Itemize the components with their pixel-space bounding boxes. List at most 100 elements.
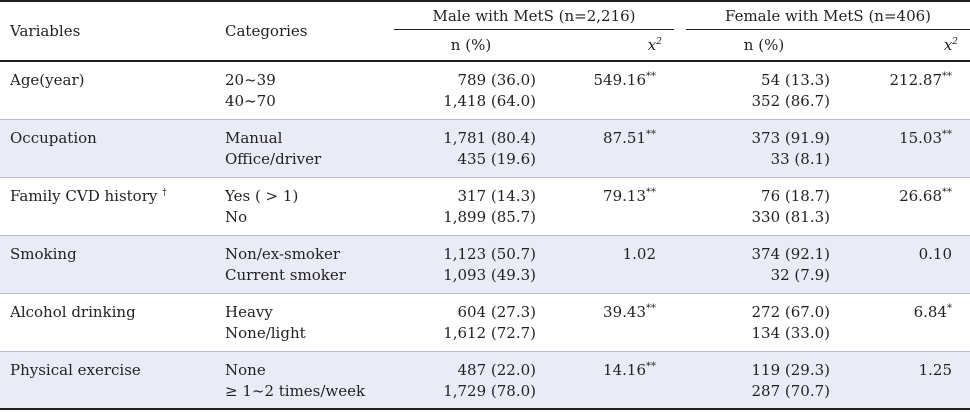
category-label: None	[225, 360, 266, 379]
significance-mark: **	[646, 71, 656, 82]
variable-label: Smoking	[10, 244, 77, 263]
significance-mark: **	[942, 186, 953, 198]
variable-label: Family CVD history	[10, 186, 158, 205]
male-chi-cell: 549.16**	[548, 61, 674, 119]
male-n-value: 789 (36.0)	[457, 71, 536, 89]
table-row: Family CVD history † Yes ( > 1) No 317 (14.…	[0, 176, 970, 235]
spacer-cell	[674, 350, 686, 410]
female-n-value: 33 (8.1)	[770, 149, 830, 168]
female-n-value: 287 (70.7)	[751, 381, 830, 400]
significance-mark: **	[942, 128, 953, 140]
table-row: Alcohol drinking Heavy None/light 604 (27.3…	[0, 292, 970, 351]
female-chi-cell: 6.84*	[842, 292, 970, 351]
spacer-cell	[674, 61, 686, 119]
table-row: Age(year) 20~39 40~70 789 (36.0) 1,418 (64.0…	[0, 61, 970, 119]
female-chi-value: 26.68	[899, 186, 943, 205]
female-n-cell: 373 (91.9) 33 (8.1)	[686, 118, 842, 177]
male-n-value: 604 (27.3)	[457, 302, 536, 321]
female-n-cell: 374 (92.1) 32 (7.9)	[686, 234, 842, 293]
male-chi-value: 79.13	[603, 186, 646, 205]
variable-cell: Physical exercise	[0, 350, 212, 410]
category-label: No	[225, 207, 248, 226]
male-n-cell: 789 (36.0) 1,418 (64.0)	[394, 61, 548, 119]
spacer-cell	[674, 234, 686, 293]
female-n-value: 352 (86.7)	[751, 92, 830, 110]
chi-superscript: 2	[656, 37, 662, 47]
category-label: Office/driver	[225, 149, 322, 168]
category-label: None/light	[225, 323, 306, 342]
female-n-cell: 119 (29.3) 287 (70.7)	[686, 350, 842, 410]
header-female-group: Female with MetS (n=406)	[686, 0, 970, 30]
male-n-cell: 1,123 (50.7) 1,093 (49.3)	[394, 234, 548, 293]
female-chi-value: 212.87	[889, 71, 943, 89]
spacer-cell	[674, 176, 686, 235]
female-chi-cell: 0.10	[842, 234, 970, 293]
category-cell: Manual Office/driver	[212, 118, 394, 177]
table-row: Physical exercise None ≥ 1~2 times/week 487…	[0, 350, 970, 410]
significance-mark: **	[646, 128, 656, 140]
significance-mark: **	[646, 360, 656, 372]
female-n-cell: 76 (18.7) 330 (81.3)	[686, 176, 842, 235]
variable-label: Physical exercise	[10, 360, 141, 379]
variable-cell: Age(year)	[0, 61, 212, 119]
significance-mark: **	[942, 71, 953, 82]
male-chi-value: 39.43	[603, 302, 646, 321]
male-n-cell: 604 (27.3) 1,612 (72.7)	[394, 292, 548, 351]
male-n-value: 1,729 (78.0)	[443, 381, 536, 400]
category-label: Current smoker	[225, 265, 346, 284]
significance-mark: **	[646, 302, 656, 314]
male-chi-cell: 79.13**	[548, 176, 674, 235]
female-n-cell: 272 (67.0) 134 (33.0)	[686, 292, 842, 351]
female-chi-cell: 212.87**	[842, 61, 970, 119]
category-label: Non/ex-smoker	[225, 244, 341, 263]
category-label: Yes ( > 1)	[225, 186, 299, 205]
category-cell: Yes ( > 1) No	[212, 176, 394, 235]
variable-cell: Smoking	[0, 234, 212, 293]
header-male-n-pct: n (%)	[394, 29, 548, 62]
male-n-cell: 317 (14.3) 1,899 (85.7)	[394, 176, 548, 235]
header-female-chi: x2	[842, 29, 970, 62]
table-row: Occupation Manual Office/driver 1,781 (80.4…	[0, 118, 970, 177]
male-chi-value: 1.02	[622, 244, 656, 263]
category-cell: Non/ex-smoker Current smoker	[212, 234, 394, 293]
male-chi-cell: 14.16**	[548, 350, 674, 410]
female-n-value: 76 (18.7)	[761, 186, 830, 205]
female-chi-cell: 26.68**	[842, 176, 970, 235]
header-male-chi: x2	[548, 29, 674, 62]
male-chi-cell: 39.43**	[548, 292, 674, 351]
chi-superscript: 2	[952, 37, 959, 47]
table-row: Smoking Non/ex-smoker Current smoker 1,123 …	[0, 234, 970, 293]
male-chi-value: 87.51	[603, 128, 646, 147]
header-female-n-pct: n (%)	[686, 29, 842, 62]
female-n-value: 330 (81.3)	[751, 207, 830, 226]
male-chi-cell: 1.02	[548, 234, 674, 293]
category-label: 40~70	[225, 92, 276, 110]
female-chi-value: 1.25	[918, 360, 953, 379]
female-n-value: 374 (92.1)	[751, 244, 830, 263]
female-n-value: 134 (33.0)	[751, 323, 830, 342]
chi-symbol: x	[647, 36, 657, 54]
category-cell: None ≥ 1~2 times/week	[212, 350, 394, 410]
category-label: 20~39	[225, 71, 276, 89]
male-n-value: 1,123 (50.7)	[443, 244, 536, 263]
spacer-cell	[674, 118, 686, 177]
male-n-value: 1,612 (72.7)	[443, 323, 536, 342]
significance-mark: **	[646, 186, 656, 198]
variable-cell: Alcohol drinking	[0, 292, 212, 351]
female-n-value: 373 (91.9)	[751, 128, 830, 147]
category-label: Manual	[225, 128, 283, 147]
chi-symbol: x	[943, 36, 953, 54]
male-n-cell: 487 (22.0) 1,729 (78.0)	[394, 350, 548, 410]
male-n-value: 1,899 (85.7)	[443, 207, 536, 226]
male-n-cell: 1,781 (80.4) 435 (19.6)	[394, 118, 548, 177]
variable-cell: Family CVD history †	[0, 176, 212, 235]
male-chi-value: 14.16	[603, 360, 646, 379]
variable-label: Alcohol drinking	[10, 302, 136, 321]
variable-label: Age(year)	[10, 71, 85, 89]
female-chi-cell: 1.25	[842, 350, 970, 410]
header-male-group: Male with MetS (n=2,216)	[394, 0, 674, 30]
female-chi-value: 6.84	[913, 302, 948, 321]
spacer-cell	[674, 292, 686, 351]
male-n-value: 487 (22.0)	[457, 360, 536, 379]
